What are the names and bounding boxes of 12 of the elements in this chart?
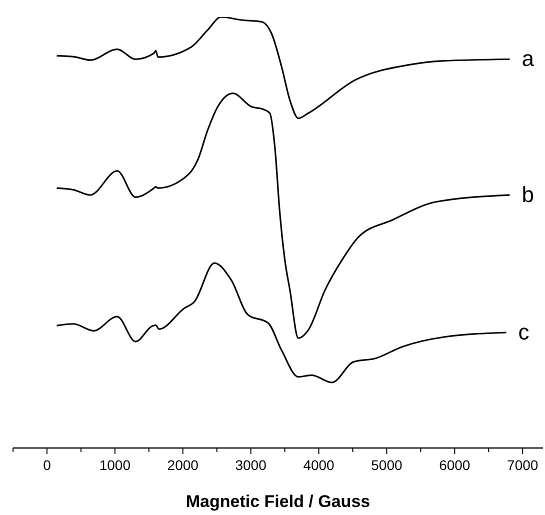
series-label: b xyxy=(522,182,534,208)
x-tick-label: 1000 xyxy=(99,457,131,473)
x-tick-label: 4000 xyxy=(303,457,335,473)
x-tick-label: 6000 xyxy=(439,457,470,473)
x-tick-label: 5000 xyxy=(371,457,402,473)
x-tick-label: 0 xyxy=(43,457,52,473)
series-label: c xyxy=(518,319,530,344)
x-axis-title: Magnetic Field / Gauss xyxy=(186,492,370,511)
x-tick-label: 7000 xyxy=(507,457,538,473)
series-label: a xyxy=(522,46,535,72)
x-tick-label: 3000 xyxy=(235,457,267,473)
x-tick-label: 2000 xyxy=(167,457,199,473)
